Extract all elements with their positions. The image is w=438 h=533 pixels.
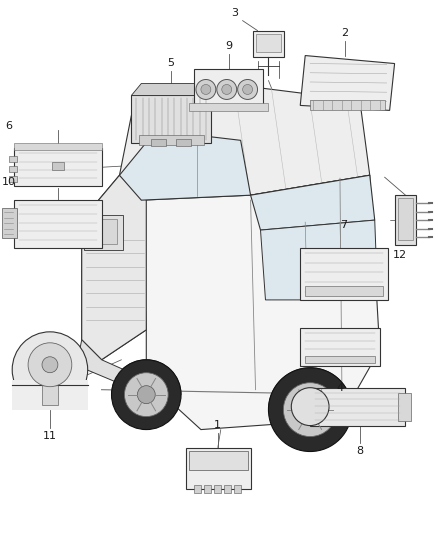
Bar <box>42 385 58 405</box>
Bar <box>253 30 284 56</box>
Bar <box>84 215 124 250</box>
Polygon shape <box>300 55 395 110</box>
Bar <box>255 34 281 52</box>
Bar <box>194 69 264 110</box>
Circle shape <box>112 360 181 430</box>
Circle shape <box>28 343 72 386</box>
Polygon shape <box>82 175 146 360</box>
Polygon shape <box>251 175 375 230</box>
Text: 10: 10 <box>2 177 16 187</box>
Bar <box>131 95 211 143</box>
Bar <box>14 200 102 248</box>
Circle shape <box>201 84 211 94</box>
Text: 12: 12 <box>392 250 406 260</box>
Bar <box>52 162 64 170</box>
Bar <box>14 148 102 186</box>
Text: 11: 11 <box>43 431 57 441</box>
Bar <box>305 286 383 296</box>
Bar <box>12 379 88 410</box>
Bar <box>9 156 17 162</box>
Polygon shape <box>131 84 221 95</box>
Bar <box>194 486 201 494</box>
Circle shape <box>196 79 216 100</box>
Text: 1: 1 <box>214 419 221 430</box>
Bar <box>214 486 221 494</box>
Text: 6: 6 <box>6 122 13 131</box>
Circle shape <box>217 79 237 100</box>
Bar <box>139 135 204 146</box>
Bar <box>395 195 417 245</box>
Bar <box>204 486 211 494</box>
Polygon shape <box>112 360 181 394</box>
Circle shape <box>268 368 352 451</box>
Polygon shape <box>120 131 251 200</box>
Text: 9: 9 <box>225 41 232 51</box>
Bar <box>310 387 405 425</box>
Bar <box>9 166 17 172</box>
Text: 3: 3 <box>231 7 238 18</box>
Circle shape <box>42 357 58 373</box>
Bar <box>88 219 117 244</box>
Circle shape <box>283 383 337 437</box>
Polygon shape <box>261 220 378 300</box>
Circle shape <box>222 84 232 94</box>
Bar <box>189 450 247 471</box>
Bar <box>300 248 388 300</box>
Bar <box>14 143 102 150</box>
Bar <box>186 448 251 489</box>
Polygon shape <box>80 340 146 394</box>
Bar <box>305 356 375 363</box>
Bar <box>234 486 240 494</box>
Polygon shape <box>141 175 380 430</box>
Text: 4: 4 <box>336 383 343 393</box>
Circle shape <box>238 79 258 100</box>
Bar <box>189 103 268 111</box>
Text: 2: 2 <box>341 28 349 38</box>
Text: 7: 7 <box>340 220 347 230</box>
Bar <box>9 176 17 182</box>
Bar <box>224 486 231 494</box>
Bar <box>398 393 411 421</box>
Text: 8: 8 <box>356 446 364 456</box>
Circle shape <box>291 387 329 425</box>
Circle shape <box>299 399 321 421</box>
Bar <box>398 198 413 240</box>
Bar <box>310 100 385 110</box>
Circle shape <box>138 386 155 403</box>
Circle shape <box>12 332 88 408</box>
Polygon shape <box>82 175 146 360</box>
Bar <box>176 139 191 147</box>
Bar <box>300 328 380 366</box>
Text: 5: 5 <box>168 58 175 68</box>
Bar <box>2 208 17 238</box>
Polygon shape <box>268 368 352 410</box>
Circle shape <box>124 373 168 417</box>
Bar <box>151 139 166 147</box>
Polygon shape <box>120 85 370 200</box>
Circle shape <box>243 84 253 94</box>
